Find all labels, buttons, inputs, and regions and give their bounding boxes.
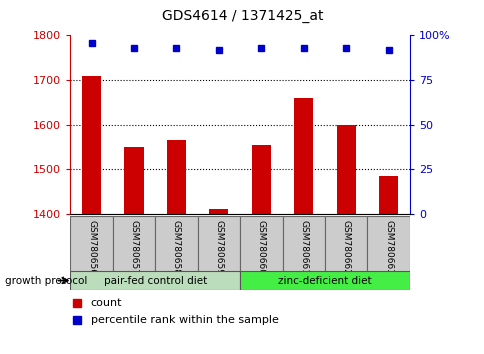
Text: GSM780661: GSM780661: [299, 220, 308, 275]
Text: pair-fed control diet: pair-fed control diet: [104, 275, 206, 286]
Text: GSM780663: GSM780663: [383, 220, 393, 275]
Bar: [240, 216, 282, 271]
Text: GSM780662: GSM780662: [341, 220, 350, 275]
Bar: [324, 216, 366, 271]
Bar: [336, 125, 355, 214]
Text: GDS4614 / 1371425_at: GDS4614 / 1371425_at: [162, 9, 322, 23]
Text: GSM780658: GSM780658: [171, 220, 181, 275]
Bar: [82, 76, 101, 214]
Bar: [124, 147, 143, 214]
Bar: [70, 271, 240, 290]
Text: percentile rank within the sample: percentile rank within the sample: [91, 315, 278, 325]
Bar: [294, 98, 313, 214]
Text: GSM780657: GSM780657: [129, 220, 138, 275]
Bar: [378, 176, 397, 214]
Bar: [366, 216, 409, 271]
Bar: [209, 209, 228, 214]
Bar: [112, 216, 155, 271]
Bar: [251, 145, 270, 214]
Text: GSM780656: GSM780656: [87, 220, 96, 275]
Bar: [166, 141, 185, 214]
Bar: [70, 216, 112, 271]
Text: GSM780659: GSM780659: [214, 220, 223, 275]
Bar: [197, 216, 240, 271]
Bar: [155, 216, 197, 271]
Bar: [282, 216, 324, 271]
Text: zinc-deficient diet: zinc-deficient diet: [277, 275, 371, 286]
Text: GSM780660: GSM780660: [256, 220, 265, 275]
Bar: [240, 271, 409, 290]
Text: count: count: [91, 298, 122, 308]
Text: growth protocol: growth protocol: [5, 275, 87, 286]
